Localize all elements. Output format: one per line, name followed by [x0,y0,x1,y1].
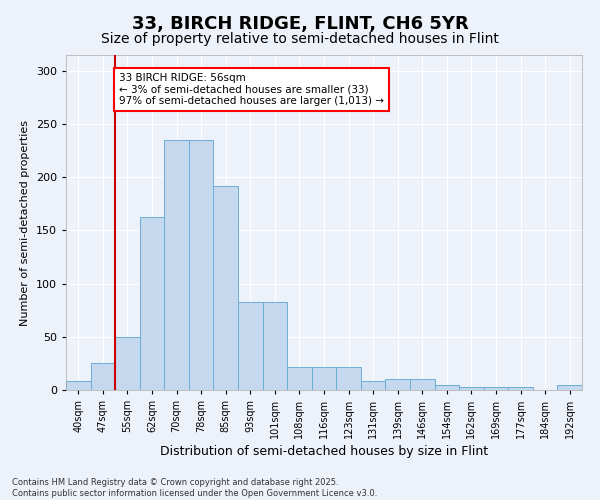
Bar [312,366,336,390]
X-axis label: Distribution of semi-detached houses by size in Flint: Distribution of semi-detached houses by … [160,446,488,458]
Text: Size of property relative to semi-detached houses in Flint: Size of property relative to semi-detach… [101,32,499,46]
Bar [410,380,434,390]
Bar [508,387,533,390]
Text: 33 BIRCH RIDGE: 56sqm
← 3% of semi-detached houses are smaller (33)
97% of semi-: 33 BIRCH RIDGE: 56sqm ← 3% of semi-detac… [119,73,384,106]
Bar [263,302,287,390]
Y-axis label: Number of semi-detached properties: Number of semi-detached properties [20,120,30,326]
Bar [140,216,164,390]
Bar [189,140,214,390]
Text: Contains HM Land Registry data © Crown copyright and database right 2025.
Contai: Contains HM Land Registry data © Crown c… [12,478,377,498]
Bar [164,140,189,390]
Bar [434,384,459,390]
Bar [214,186,238,390]
Bar [336,366,361,390]
Bar [238,302,263,390]
Bar [385,380,410,390]
Bar [484,387,508,390]
Bar [66,382,91,390]
Bar [287,366,312,390]
Text: 33, BIRCH RIDGE, FLINT, CH6 5YR: 33, BIRCH RIDGE, FLINT, CH6 5YR [131,15,469,33]
Bar [557,384,582,390]
Bar [91,364,115,390]
Bar [361,382,385,390]
Bar [115,337,140,390]
Bar [459,387,484,390]
